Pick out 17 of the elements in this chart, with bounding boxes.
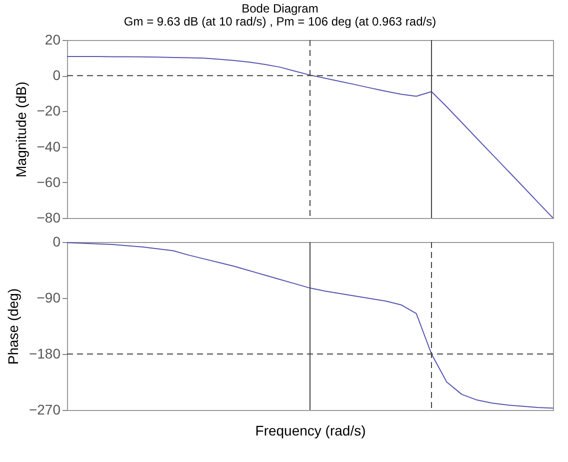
- x-axis-title: Frequency (rad/s): [255, 422, 366, 438]
- line-series: [67, 242, 553, 409]
- chart-subtitle: Gm = 9.63 dB (at 10 rad/s) , Pm = 106 deg (at 0.963 rad/s): [124, 14, 436, 28]
- line-series: [67, 56, 553, 218]
- y-tick-label: −270: [28, 402, 61, 418]
- y-tick-label: −40: [36, 138, 61, 154]
- y-tick-label: 0: [52, 67, 61, 84]
- chart-title: Bode Diagram: [242, 2, 318, 16]
- y-tick-label: 20: [44, 32, 61, 48]
- y-tick-label: −90: [36, 290, 61, 306]
- y-tick-label: 0: [52, 234, 61, 250]
- y-tick-label: −180: [28, 346, 61, 362]
- y-tick-label: −20: [36, 102, 61, 119]
- y-tick-label: −60: [36, 174, 61, 190]
- y-axis-title: Magnitude (dB): [12, 82, 29, 178]
- y-axis-title: Phase (deg): [4, 288, 21, 365]
- y-tick-label: −80: [36, 210, 61, 226]
